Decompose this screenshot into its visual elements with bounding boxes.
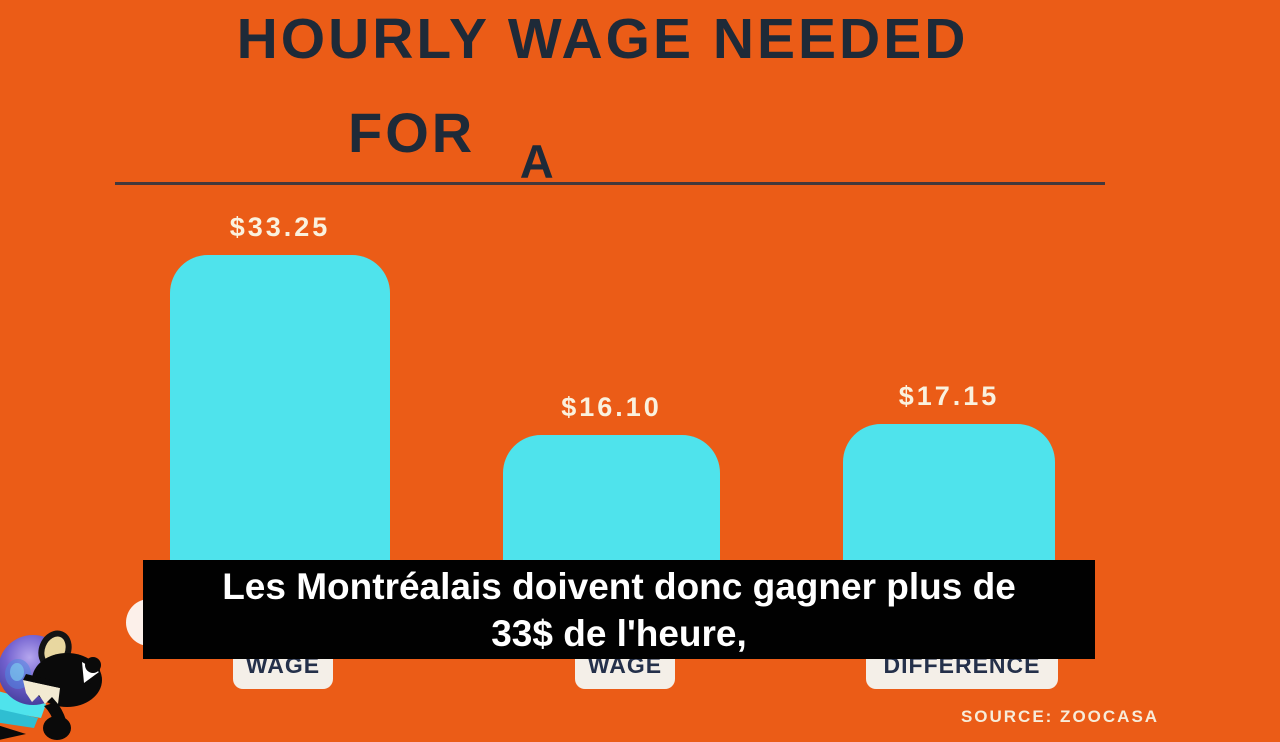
title-underline-divider: [115, 182, 1105, 185]
chart-title-word-for: FOR: [348, 101, 476, 164]
chart-title-line1: HOURLY WAGE NEEDED: [236, 7, 969, 71]
chart-title-word-a: A: [519, 135, 557, 188]
bar-value-label: $16.10: [561, 392, 662, 422]
bar-value-label: $17.15: [898, 381, 1000, 411]
video-frame: HOURLY WAGE NEEDED FOR A $33.25 $16.10 $…: [0, 7, 1157, 740]
subtitle-caption: Les Montréalais doivent donc gagner plus…: [143, 560, 1095, 659]
subtitle-line1: Les Montréalais doivent donc gagner plus…: [222, 566, 1016, 607]
goggles-mole-mascot-icon: [0, 630, 102, 740]
subtitle-line2: 33$ de l'heure,: [491, 613, 747, 654]
bar-value-label: $33.25: [229, 212, 331, 242]
chart-title-line2: FOR A: [348, 100, 554, 188]
source-caption: SOURCE: ZOOCASA: [960, 707, 1160, 726]
